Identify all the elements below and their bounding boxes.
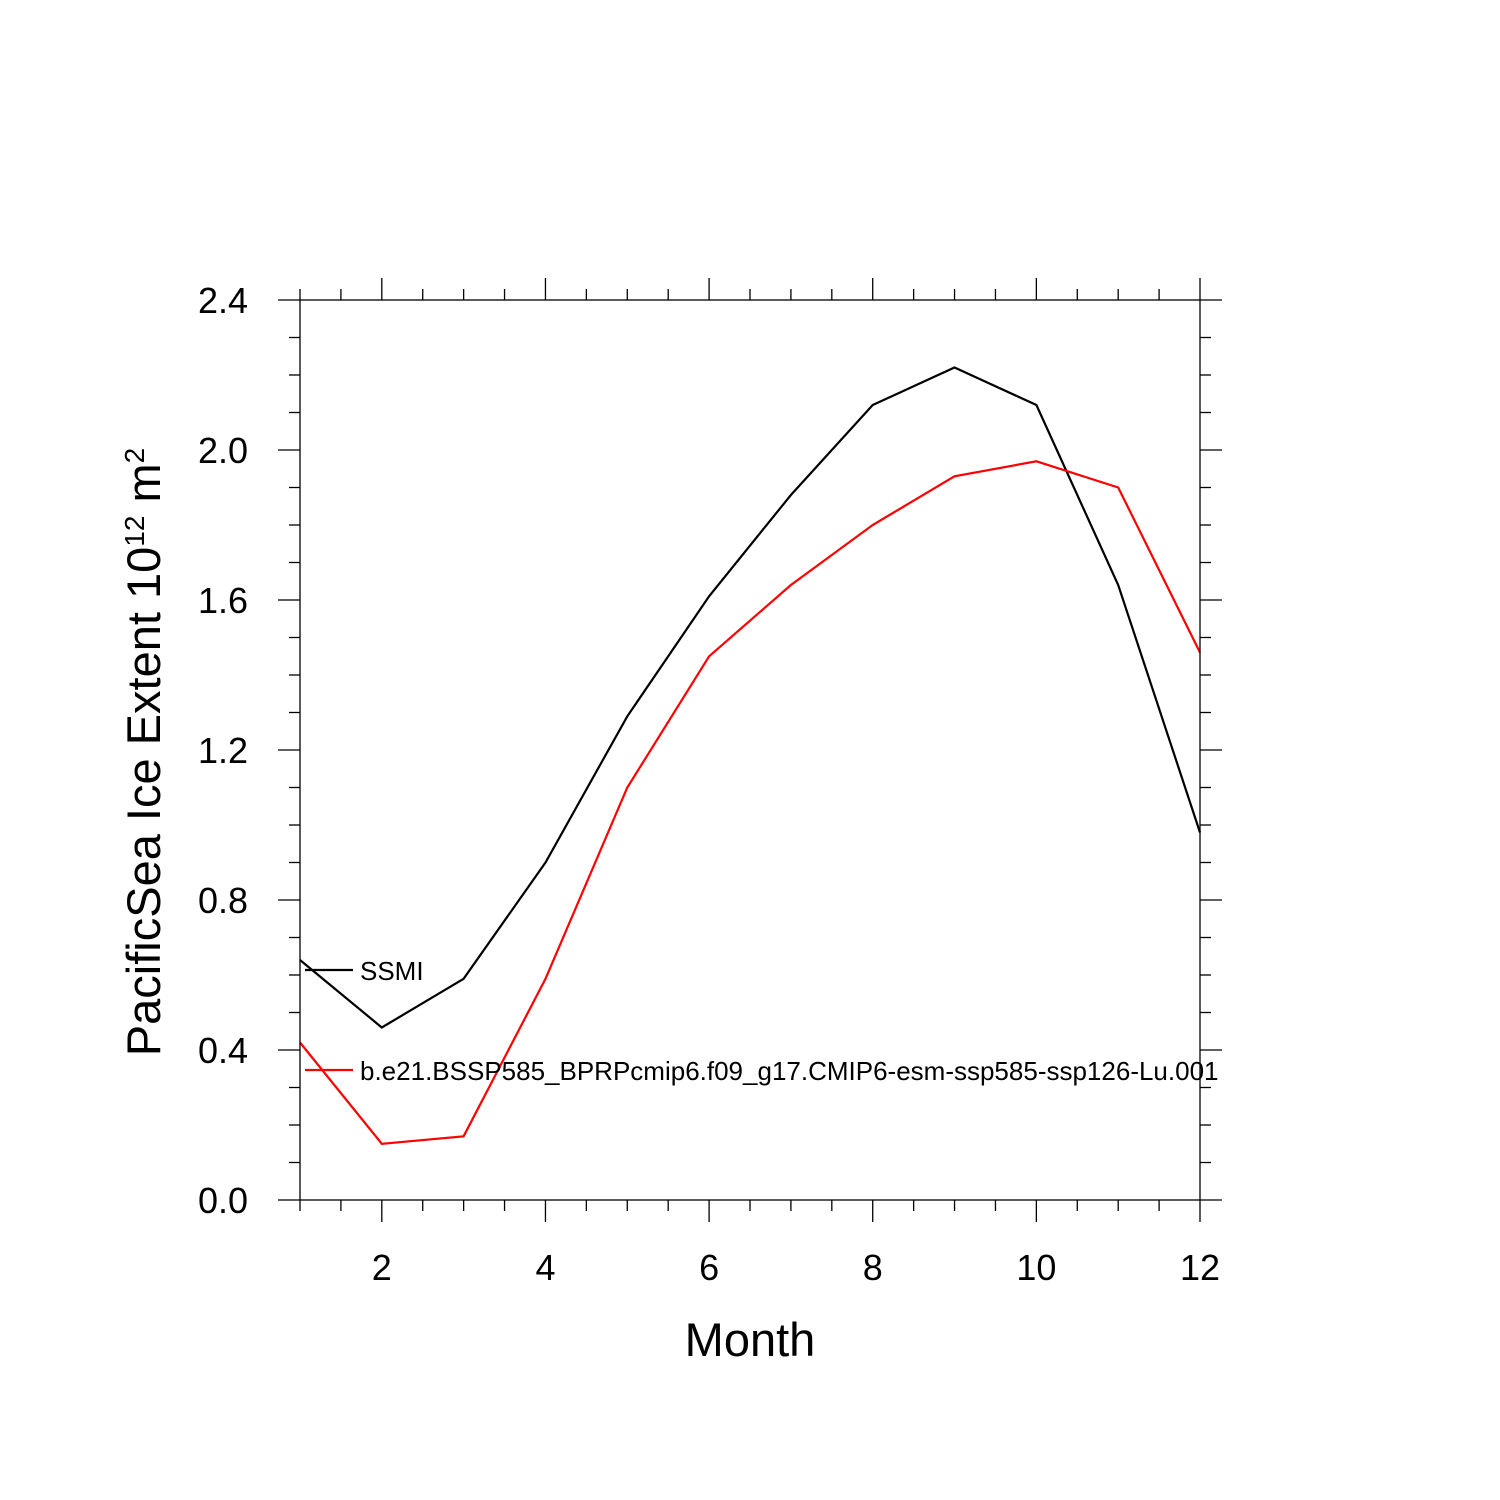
axis-ticks: [278, 278, 1222, 1222]
y-tick-label: 1.2: [198, 730, 248, 771]
legend-label-1: SSMI: [360, 956, 424, 986]
y-axis-title-unit: m: [117, 463, 170, 515]
x-tick-label: 10: [1016, 1247, 1056, 1288]
y-tick-label: 0.0: [198, 1180, 248, 1221]
y-tick-label: 2.4: [198, 280, 248, 321]
x-tick-label: 6: [699, 1247, 719, 1288]
y-tick-label: 2.0: [198, 430, 248, 471]
x-axis-title: Month: [685, 1313, 816, 1366]
y-axis-title: PacificSea Ice Extent 1012 m2: [117, 448, 170, 1056]
tick-labels: 2 4 6 8 10 12 0.0 0.4 0.8 1.2 1.6 2.0 2.4: [198, 280, 1220, 1288]
x-tick-label: 8: [863, 1247, 883, 1288]
legend: SSMI b.e21.BSSP585_BPRPcmip6.f09_g17.CMIP…: [305, 956, 1219, 1086]
y-axis-title-exponent: 12: [119, 516, 150, 547]
series-lines: [299, 366, 1202, 1145]
legend-label-2: b.e21.BSSP585_BPRPcmip6.f09_g17.CMIP6-es…: [360, 1056, 1219, 1086]
y-tick-label: 1.6: [198, 580, 248, 621]
x-tick-label: 2: [372, 1247, 392, 1288]
y-tick-label: 0.4: [198, 1030, 248, 1071]
plot-frame: [299, 299, 1201, 1201]
x-tick-label: 4: [535, 1247, 555, 1288]
x-tick-label: 12: [1180, 1247, 1220, 1288]
y-axis-title-unit-exponent: 2: [119, 448, 150, 464]
series-line-1: [299, 366, 1202, 1029]
y-axis-title-prefix: PacificSea Ice Extent 10: [117, 547, 170, 1056]
series-line-2: [299, 460, 1201, 1145]
y-tick-label: 0.8: [198, 880, 248, 921]
